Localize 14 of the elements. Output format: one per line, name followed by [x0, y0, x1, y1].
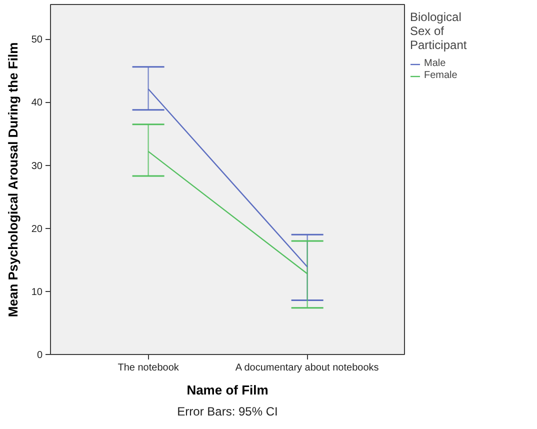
x-tick-label: The notebook	[118, 362, 180, 374]
x-tick-label: A documentary about notebooks	[235, 362, 379, 374]
legend-label: Male	[424, 58, 446, 69]
y-tick-label: 20	[31, 224, 43, 235]
y-tick-label: 30	[31, 160, 43, 172]
x-axis-title: Name of Film	[186, 382, 268, 398]
y-tick-label: 50	[31, 34, 43, 46]
legend-label: Female	[424, 70, 458, 81]
legend-title: Biological Sex of Participant	[410, 10, 467, 52]
y-axis-title: Mean Psychological Arousal During the Film	[5, 42, 20, 318]
y-tick-label: 40	[31, 98, 43, 109]
text: Error Bars: 95% CI	[177, 404, 278, 418]
y-tick-label: 10	[31, 286, 43, 298]
y-tick-label: 0	[36, 350, 43, 361]
